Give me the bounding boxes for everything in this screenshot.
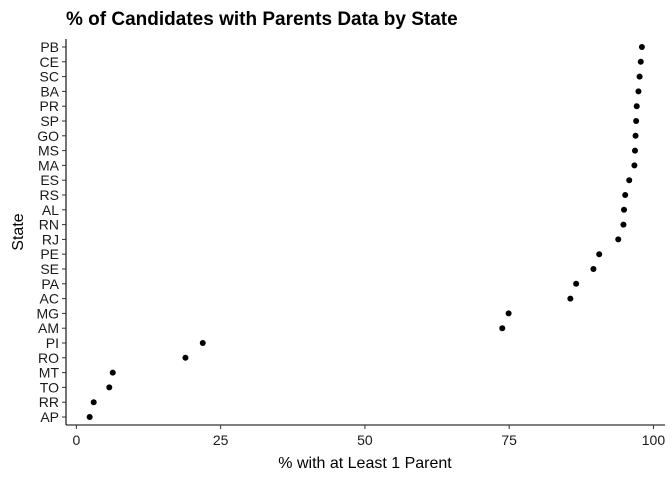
data-point [86,414,93,420]
y-tick-label: PA [41,276,59,292]
x-tick-label: 25 [213,432,229,448]
y-tick-label: RO [38,350,59,366]
data-point [635,88,642,95]
y-tick-label: MT [39,365,60,381]
data-point [626,177,633,184]
y-tick-label: CE [40,54,59,70]
data-point [596,251,603,258]
y-tick-label: BA [40,83,59,99]
data-point [637,58,644,65]
data-point [631,162,638,169]
y-tick-label: MA [38,157,60,173]
data-point [620,221,627,228]
data-point [109,369,116,376]
x-axis-label: % with at Least 1 Parent [278,455,452,472]
y-tick-label: RR [39,394,59,410]
data-point [499,325,506,332]
data-point [632,132,639,139]
data-point [567,295,574,302]
data-point [631,147,638,154]
data-point [106,384,113,391]
data-point [633,103,640,110]
data-point [90,399,97,406]
y-tick-label: PR [40,98,59,114]
data-point [621,206,628,213]
y-axis-label: State [10,213,27,250]
data-point [505,310,512,317]
x-tick-label: 75 [501,432,517,448]
data-point [638,44,645,50]
data-point [633,118,640,124]
y-tick-label: AC [40,291,59,307]
data-point [573,280,580,287]
data-point [615,236,622,243]
y-tick-label: SC [40,69,59,85]
y-tick-label: GO [37,128,59,144]
y-tick-label: PI [46,335,59,351]
y-tick-label: RS [40,187,59,203]
data-point [182,354,189,361]
data-point [590,266,597,272]
plot-area [86,44,645,420]
y-tick-label: RN [39,217,59,233]
data-point [199,340,206,346]
data-point [636,73,643,80]
y-tick-label: SE [40,261,59,277]
y-tick-label: ES [40,172,59,188]
y-tick-label: SP [40,113,59,129]
y-tick-label: AM [38,320,59,336]
y-tick-label: AL [42,202,59,218]
y-tick-label: AP [40,409,59,425]
y-tick-label: RJ [42,231,59,247]
y-tick-label: MS [38,143,59,159]
data-point [622,192,629,198]
x-tick-label: 100 [642,432,666,448]
y-tick-label: MG [36,305,59,321]
chart-title: % of Candidates with Parents Data by Sta… [66,9,458,30]
y-tick-label: PE [40,246,59,262]
y-tick-label: TO [40,379,59,395]
x-tick-label: 0 [72,432,80,448]
x-tick-label: 50 [357,432,373,448]
y-tick-label: PB [40,39,59,55]
